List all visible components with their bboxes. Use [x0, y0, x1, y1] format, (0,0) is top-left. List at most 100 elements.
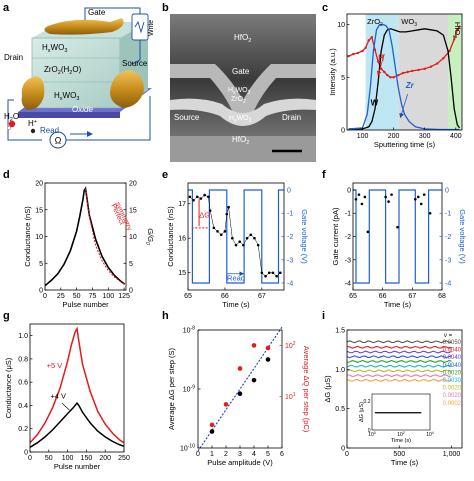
label-drain: Drain [282, 113, 301, 122]
label-hwo3-top: HxWO3 [42, 43, 67, 54]
series-dg-point [209, 429, 215, 434]
chart-f-y2-ytick-label: -4 [445, 281, 451, 288]
chart-g-ytick-label: 0 [24, 450, 28, 457]
label-oxide: Oxide [72, 105, 93, 114]
chart-g-ytick-label: 0.8 [18, 356, 28, 363]
chart-d-y2label: G/G0 [144, 228, 155, 245]
chart-c-xlabel: Sputtering time (s) [374, 140, 436, 149]
series-H-point [389, 76, 392, 79]
series-H-point [364, 46, 367, 49]
chart-i-legend-item: 0.0040 [443, 363, 462, 369]
chart-f-ytick-label: -1 [345, 211, 351, 218]
chart-g-xtick-label: 250 [118, 455, 130, 462]
chart-f: 65 66 67 68 0 -1 -2 -3 -4 0 -1 -2 -3 -4 Time (s) Gate c… [331, 182, 467, 309]
series-dg-point [251, 377, 257, 383]
chart-d-xtick-label: 125 [118, 293, 130, 300]
chart-i-xtick-label: 1,000 [443, 451, 461, 458]
chart-d-ylabel: Conductance (nS) [23, 206, 32, 267]
label-gate: Gate [88, 8, 106, 17]
series-gate-current-point [354, 197, 358, 201]
series-dq-point [209, 422, 215, 428]
panel-letter-c: c [322, 2, 328, 14]
chart-e-ytick-label: 16 [178, 236, 186, 243]
arrow-Zr [399, 94, 408, 119]
label-read: Read [40, 126, 59, 135]
series-H-point [379, 67, 383, 71]
label-gate: Gate [232, 67, 250, 76]
panel-a-schematic: Ω Gate Write Drain HxWO3 ZrO2(H2O) Sourc… [4, 7, 155, 149]
series-label-4v: +4 V [50, 391, 66, 400]
chart-h-xlabel: Pulse amplitude (V) [207, 458, 273, 467]
chart-d-xtick-label: 0 [43, 293, 47, 300]
panel-letter-a: a [3, 2, 10, 14]
source-electrode [110, 70, 144, 108]
series-4v-pointer [61, 402, 70, 411]
chart-f-xtick-label: 67 [408, 293, 416, 300]
series-gate-voltage-line [188, 189, 284, 284]
series-gate-current-point [428, 211, 432, 215]
chart-f-ytick-label: -3 [345, 257, 351, 264]
chart-c-ytick-label: 0 [341, 128, 345, 135]
series-level-7-line [347, 374, 452, 378]
chart-e-y2-ytick-label: -4 [287, 281, 293, 288]
chart-i-ytick-label: 0 [341, 446, 345, 453]
series-gate-current-point [363, 195, 367, 199]
chart-i-legend-item: 0.0030 [443, 378, 462, 384]
series-level-2-line [346, 350, 452, 354]
series-gate-current-point [416, 195, 420, 199]
chart-i-xtick-label: 0 [345, 451, 349, 458]
inset-frame [371, 393, 431, 431]
chart-c-frame [346, 13, 463, 131]
series-gate-current-point [414, 197, 417, 201]
chart-e-xtick-label: 65 [184, 293, 192, 300]
series-H-point [417, 68, 420, 72]
chart-c: 100 200 300 400 0 5 10 Sputtering time (s) Inten… [328, 13, 463, 149]
label-zro2: ZrO2(H2O) [44, 65, 82, 76]
chart-c-xtick-label: 300 [419, 133, 431, 140]
panel-letter-h: h [162, 310, 169, 322]
chart-f-y2-ytick-label: 0 [445, 187, 449, 194]
chart-f-ytick-label: 0 [347, 187, 351, 194]
chart-i-legend-item: 0.0020 [443, 393, 462, 399]
chart-d-xlabel: Pulse number [62, 300, 109, 309]
label-hfo2-top: HfO2 [234, 33, 251, 44]
series-H-point [448, 49, 451, 53]
series-H-point [456, 28, 459, 32]
chart-h: 0 1 2 3 4 5 6 10-10 10-9 10-8 101 102 Pulse amplitud… [167, 326, 311, 468]
label-hfo2-bottom: HfO2 [232, 135, 249, 146]
series-H-point [383, 70, 386, 74]
chart-h-xtick-label: 0 [196, 451, 200, 458]
series-level-3-line [346, 355, 452, 359]
series-dq-point [223, 402, 229, 407]
chart-h-ytick-label: 10-9 [183, 385, 195, 394]
water-h-icon [6, 125, 11, 130]
series-mirror-line [85, 188, 125, 286]
label-hwo3-bottom: HxWO3 [54, 91, 79, 102]
region-hfo2-shade [448, 14, 462, 130]
label-zro2: ZrO2 [231, 96, 246, 105]
inset-ytick-label: 0.2 [364, 399, 371, 405]
chart-i-ytick-label: 1.5 [335, 328, 345, 335]
series-dq-point [265, 345, 271, 351]
chart-g-xlabel: Pulse number [54, 462, 101, 471]
water-oxygen-icon [8, 120, 16, 128]
panel-letter-d: d [3, 169, 10, 181]
panel-letter-i: i [322, 310, 325, 322]
chart-g-ytick-label: 1.0 [18, 333, 28, 340]
series-0-line [29, 326, 125, 444]
chart-i-xlabel: Time (s) [391, 458, 419, 467]
series-gate-current-point [422, 193, 426, 196]
chart-e-xlabel: Time (s) [222, 300, 250, 309]
chart-e-annotation-dg: ΔG [199, 211, 210, 220]
series-H-point [429, 65, 433, 68]
sem-hfo2-bottom [170, 136, 316, 162]
series-Zr-line [348, 23, 460, 131]
read-wire-right [66, 96, 151, 141]
chart-e-ylabel: Conductance (nS) [166, 206, 175, 267]
chart-f-xtick-label: 65 [349, 293, 357, 300]
chart-d-xtick-label: 25 [57, 293, 65, 300]
series-H-point [458, 25, 461, 28]
series-level-4-line [346, 359, 452, 363]
series-H-point [376, 60, 380, 63]
